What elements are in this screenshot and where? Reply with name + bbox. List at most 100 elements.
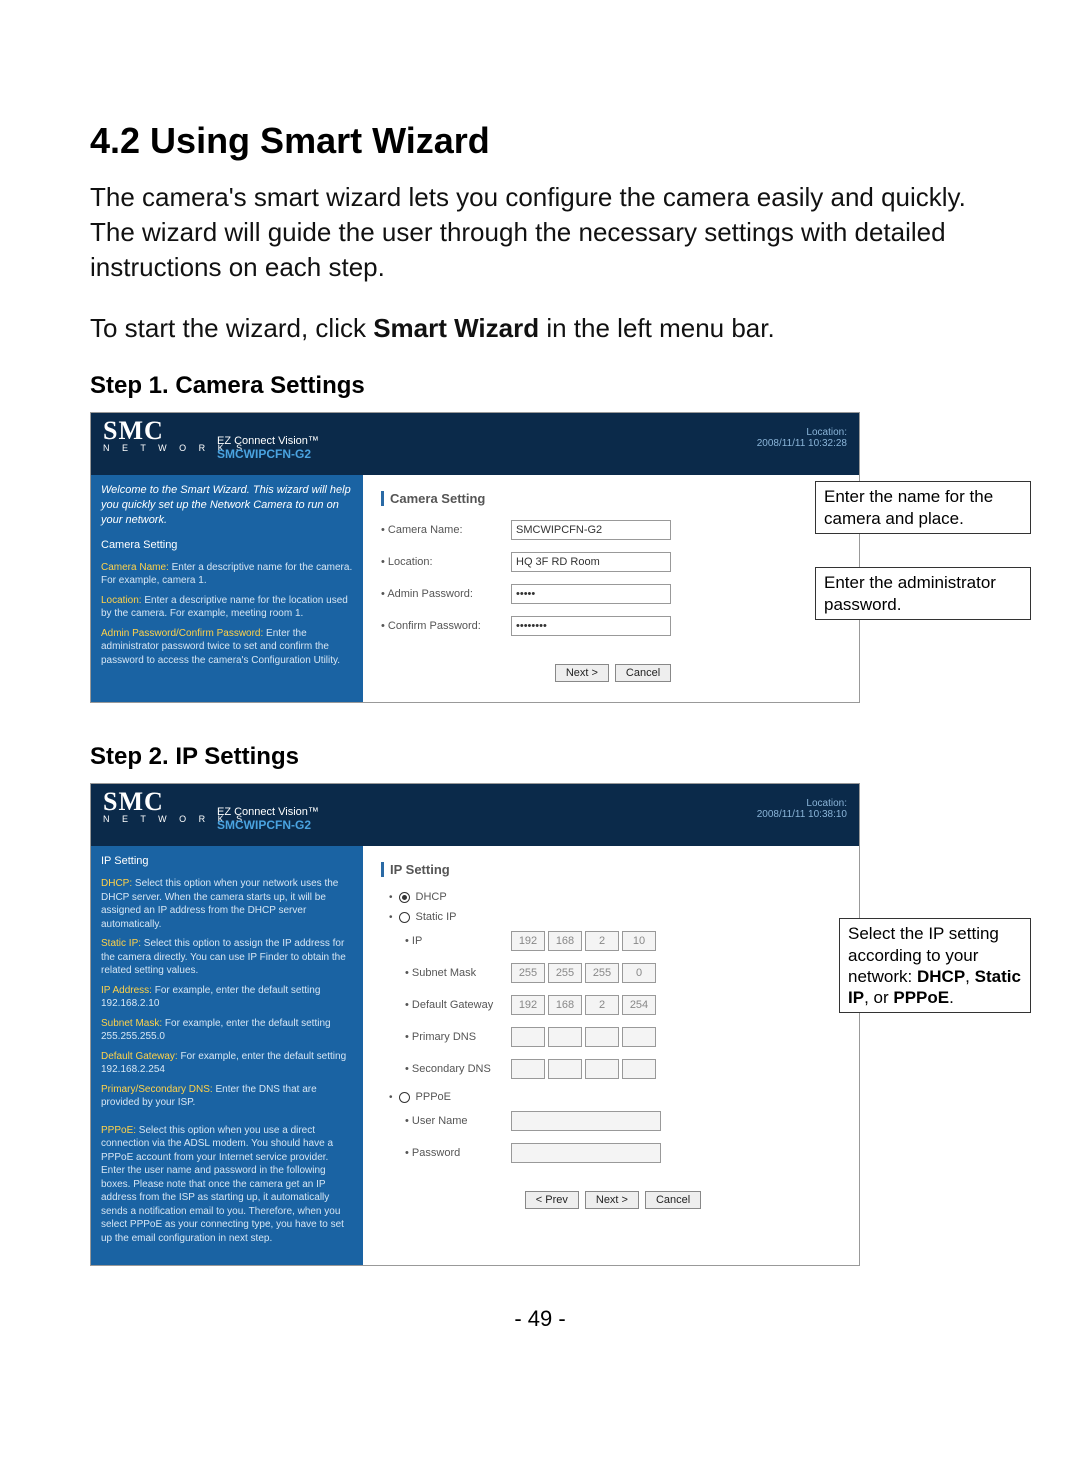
- callout-admin-pw: Enter the administrator password.: [815, 567, 1031, 620]
- ip-o3[interactable]: [585, 931, 619, 951]
- step2-sidebar: IP Setting DHCP: Select this option when…: [91, 846, 363, 1265]
- loc-label: Location:: [757, 427, 847, 438]
- step1-header: SMC N e t w o r k s EZ Connect Vision™ S…: [91, 413, 859, 475]
- step1-screenshot: SMC N e t w o r k s EZ Connect Vision™ S…: [90, 412, 860, 703]
- prev-button[interactable]: < Prev: [525, 1191, 579, 1209]
- row-location: Location:: [381, 552, 845, 572]
- side-dhcp: DHCP: Select this option when your netwo…: [101, 877, 353, 931]
- ip-o4[interactable]: [622, 931, 656, 951]
- logo-model: SMCWIPCFN-G2: [217, 447, 319, 461]
- side-password: Admin Password/Confirm Password: Enter t…: [101, 627, 353, 668]
- side-ip: IP Address: For example, enter the defau…: [101, 984, 353, 1011]
- intro-p2-bold: Smart Wizard: [373, 313, 539, 343]
- label-ip: IP: [381, 935, 511, 947]
- row-dns1: Primary DNS: [381, 1027, 845, 1047]
- gw-o2[interactable]: [548, 995, 582, 1015]
- radio-dhcp[interactable]: •DHCP: [381, 891, 845, 903]
- ip-o2[interactable]: [548, 931, 582, 951]
- intro-p2-post: in the left menu bar.: [539, 313, 775, 343]
- cancel-button[interactable]: Cancel: [645, 1191, 701, 1209]
- label-dns1: Primary DNS: [381, 1031, 511, 1043]
- loc-label: Location:: [757, 798, 847, 809]
- sn-o1[interactable]: [511, 963, 545, 983]
- loc-value: 2008/11/11 10:32:28: [757, 438, 847, 449]
- logo-tagline: EZ Connect Vision™: [217, 435, 319, 447]
- d1-o1[interactable]: [511, 1027, 545, 1047]
- header-location: Location: 2008/11/11 10:32:28: [757, 427, 847, 449]
- next-button[interactable]: Next >: [555, 664, 609, 682]
- d1-o2[interactable]: [548, 1027, 582, 1047]
- radio-static[interactable]: •Static IP: [381, 911, 845, 923]
- label-admin-pw: Admin Password:: [381, 588, 511, 600]
- step2-buttons: < Prev Next > Cancel: [381, 1191, 845, 1209]
- side-heading: IP Setting: [101, 854, 353, 869]
- panel-title: IP Setting: [381, 862, 845, 877]
- sn-o3[interactable]: [585, 963, 619, 983]
- step1-sidebar: Welcome to the Smart Wizard. This wizard…: [91, 475, 363, 702]
- step1-main: Camera Setting Camera Name: Location: Ad…: [363, 475, 859, 702]
- side-camera-name: Camera Name: Enter a descriptive name fo…: [101, 561, 353, 588]
- row-subnet: Subnet Mask: [381, 963, 845, 983]
- cancel-button[interactable]: Cancel: [615, 664, 671, 682]
- header-location: Location: 2008/11/11 10:38:10: [757, 798, 847, 820]
- next-button[interactable]: Next >: [585, 1191, 639, 1209]
- side-intro: Welcome to the Smart Wizard. This wizard…: [101, 483, 353, 528]
- step2-main: IP Setting •DHCP •Static IP IP Subnet Ma…: [363, 846, 859, 1265]
- callout-name-place: Enter the name for the camera and place.: [815, 481, 1031, 534]
- loc-value: 2008/11/11 10:38:10: [757, 809, 847, 820]
- step2-heading: Step 2. IP Settings: [90, 743, 990, 771]
- radio-pppoe-circle: [399, 1092, 410, 1103]
- dns1-octets: [511, 1027, 656, 1047]
- d2-o4[interactable]: [622, 1059, 656, 1079]
- input-user[interactable]: [511, 1111, 661, 1131]
- input-confirm-pw[interactable]: [511, 616, 671, 636]
- gw-o1[interactable]: [511, 995, 545, 1015]
- radio-dhcp-circle: [399, 892, 410, 903]
- side-pppoe: PPPoE: Select this option when you use a…: [101, 1124, 353, 1246]
- logo-model: SMCWIPCFN-G2: [217, 818, 319, 832]
- side-location: Location: Enter a descriptive name for t…: [101, 594, 353, 621]
- step1-buttons: Next > Cancel: [381, 664, 845, 682]
- d2-o2[interactable]: [548, 1059, 582, 1079]
- gw-o3[interactable]: [585, 995, 619, 1015]
- intro-paragraph-2: To start the wizard, click Smart Wizard …: [90, 311, 990, 346]
- row-dns2: Secondary DNS: [381, 1059, 845, 1079]
- row-user: User Name: [381, 1111, 845, 1131]
- sn-o2[interactable]: [548, 963, 582, 983]
- row-ip: IP: [381, 931, 845, 951]
- label-pass: Password: [381, 1147, 511, 1159]
- logo-right: EZ Connect Vision™ SMCWIPCFN-G2: [217, 806, 319, 832]
- section-heading: 4.2 Using Smart Wizard: [90, 120, 990, 162]
- row-gateway: Default Gateway: [381, 995, 845, 1015]
- side-gateway: Default Gateway: For example, enter the …: [101, 1050, 353, 1077]
- sn-o4[interactable]: [622, 963, 656, 983]
- row-camera-name: Camera Name:: [381, 520, 845, 540]
- panel-title: Camera Setting: [381, 491, 845, 506]
- input-camera-name[interactable]: [511, 520, 671, 540]
- logo-right: EZ Connect Vision™ SMCWIPCFN-G2: [217, 435, 319, 461]
- d1-o3[interactable]: [585, 1027, 619, 1047]
- label-dns2: Secondary DNS: [381, 1063, 511, 1075]
- row-admin-pw: Admin Password:: [381, 584, 845, 604]
- d2-o1[interactable]: [511, 1059, 545, 1079]
- d2-o3[interactable]: [585, 1059, 619, 1079]
- side-static: Static IP: Select this option to assign …: [101, 937, 353, 978]
- label-location: Location:: [381, 556, 511, 568]
- ip-o1[interactable]: [511, 931, 545, 951]
- side-dns: Primary/Secondary DNS: Enter the DNS tha…: [101, 1083, 353, 1110]
- input-location[interactable]: [511, 552, 671, 572]
- label-confirm-pw: Confirm Password:: [381, 620, 511, 632]
- dns2-octets: [511, 1059, 656, 1079]
- side-heading: Camera Setting: [101, 538, 353, 553]
- d1-o4[interactable]: [622, 1027, 656, 1047]
- radio-static-circle: [399, 912, 410, 923]
- gw-octets: [511, 995, 656, 1015]
- row-confirm-pw: Confirm Password:: [381, 616, 845, 636]
- gw-o4[interactable]: [622, 995, 656, 1015]
- input-pass[interactable]: [511, 1143, 661, 1163]
- intro-paragraph-1: The camera's smart wizard lets you confi…: [90, 180, 990, 285]
- row-pass: Password: [381, 1143, 845, 1163]
- input-admin-pw[interactable]: [511, 584, 671, 604]
- radio-pppoe[interactable]: •PPPoE: [381, 1091, 845, 1103]
- subnet-octets: [511, 963, 656, 983]
